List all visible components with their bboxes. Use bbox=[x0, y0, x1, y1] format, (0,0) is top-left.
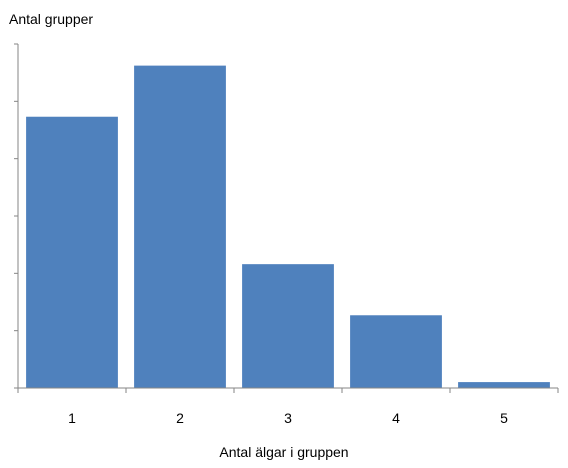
x-tick-label-4: 4 bbox=[392, 410, 400, 426]
x-tick-label-3: 3 bbox=[284, 410, 292, 426]
bar-2 bbox=[134, 65, 226, 389]
x-tick-labels: 1 2 3 4 5 bbox=[68, 410, 508, 426]
bar-4 bbox=[350, 315, 442, 388]
x-tick-label-5: 5 bbox=[500, 410, 508, 426]
bars bbox=[26, 65, 550, 389]
x-tick-label-2: 2 bbox=[176, 410, 184, 426]
bar-1 bbox=[26, 116, 118, 388]
axes bbox=[14, 43, 559, 393]
x-axis-title: Antal älgar i gruppen bbox=[219, 444, 349, 460]
y-axis-title: Antal grupper bbox=[9, 11, 94, 27]
bar-5 bbox=[458, 382, 550, 388]
x-tick-label-1: 1 bbox=[68, 410, 76, 426]
bar-3 bbox=[242, 264, 334, 388]
